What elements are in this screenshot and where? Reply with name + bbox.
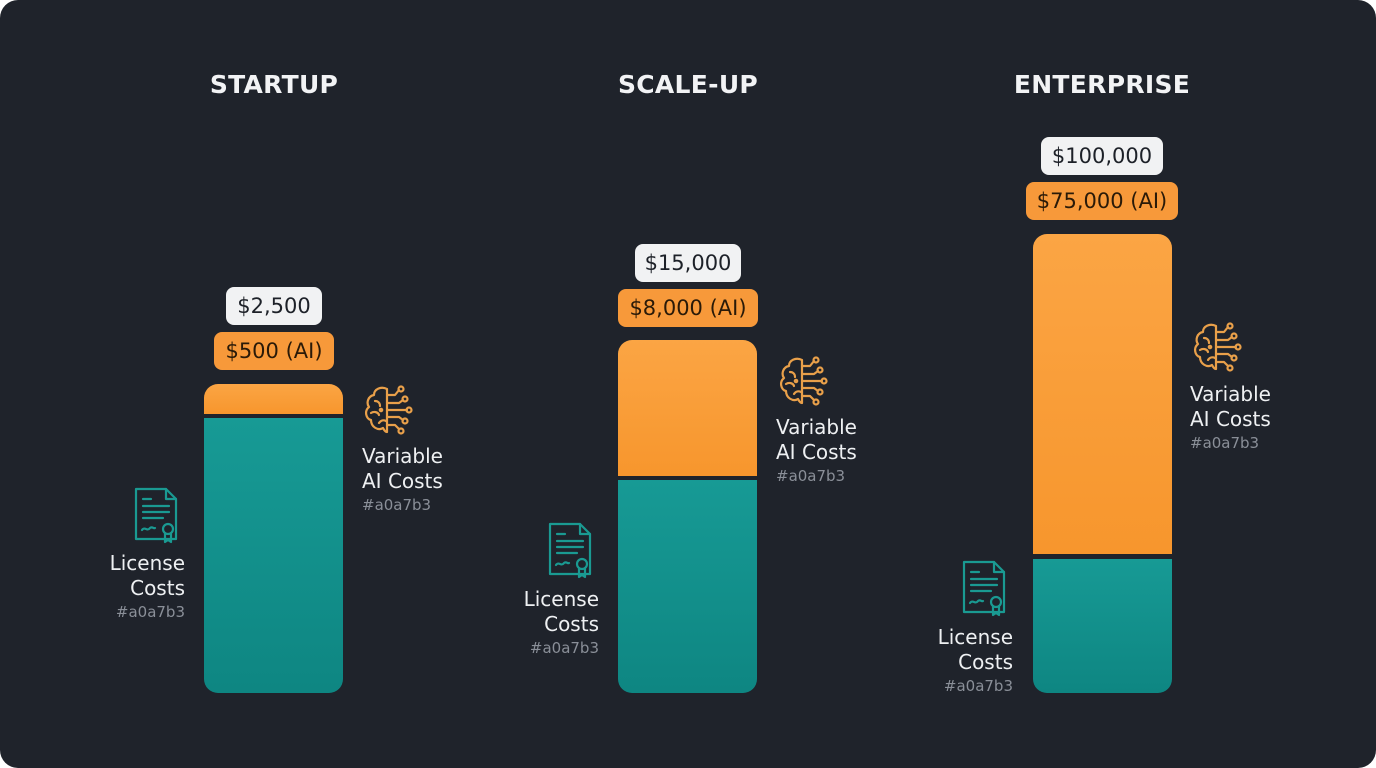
license-document-icon (132, 485, 182, 549)
ai-label-scale-up: $8,000 (AI) (618, 289, 758, 327)
bar-scale-up (618, 340, 757, 693)
bar-segment-ai (618, 340, 757, 476)
bar-segment-ai (204, 384, 343, 414)
legend-license-line2: Costs (544, 612, 599, 636)
brain-circuit-icon (361, 383, 415, 441)
legend-license-scale-up: License Costs #a0a7b3 (494, 587, 599, 659)
license-document-icon (960, 558, 1010, 622)
legend-ai-line1: Variable (362, 444, 443, 468)
brain-circuit-icon (1190, 320, 1244, 378)
legend-license-startup: License Costs #a0a7b3 (80, 551, 185, 623)
bar-segment-license (1033, 559, 1172, 693)
total-label-scale-up: $15,000 (635, 244, 741, 282)
bar-startup (204, 384, 343, 693)
legend-license-hex: #a0a7b3 (529, 639, 599, 657)
legend-ai-startup: Variable AI Costs #a0a7b3 (362, 444, 443, 516)
legend-license-hex: #a0a7b3 (943, 677, 1013, 695)
legend-license-enterprise: License Costs #a0a7b3 (908, 625, 1013, 697)
legend-ai-hex: #a0a7b3 (776, 467, 846, 485)
legend-license-line1: License (523, 587, 599, 611)
legend-ai-line1: Variable (776, 415, 857, 439)
legend-ai-line2: AI Costs (1190, 407, 1271, 431)
legend-ai-enterprise: Variable AI Costs #a0a7b3 (1190, 382, 1271, 454)
column-title-enterprise: ENTERPRISE (1013, 70, 1191, 99)
bar-enterprise (1033, 234, 1172, 693)
total-label-enterprise: $100,000 (1041, 137, 1163, 175)
legend-license-hex: #a0a7b3 (115, 603, 185, 621)
legend-ai-line2: AI Costs (776, 440, 857, 464)
ai-label-startup: $500 (AI) (214, 332, 334, 370)
legend-license-line2: Costs (130, 576, 185, 600)
legend-ai-line2: AI Costs (362, 469, 443, 493)
legend-ai-hex: #a0a7b3 (362, 496, 432, 514)
legend-ai-line1: Variable (1190, 382, 1271, 406)
legend-ai-scale-up: Variable AI Costs #a0a7b3 (776, 415, 857, 487)
legend-license-line1: License (109, 551, 185, 575)
bar-segment-ai (1033, 234, 1172, 554)
bar-segment-license (204, 418, 343, 693)
ai-label-enterprise: $75,000 (AI) (1026, 182, 1178, 220)
total-label-startup: $2,500 (226, 287, 322, 325)
legend-license-line2: Costs (958, 650, 1013, 674)
license-document-icon (546, 520, 596, 584)
legend-ai-hex: #a0a7b3 (1190, 434, 1260, 452)
legend-license-line1: License (937, 625, 1013, 649)
column-title-startup: STARTUP (209, 70, 339, 99)
column-title-scale-up: SCALE-UP (617, 70, 759, 99)
brain-circuit-icon (776, 354, 830, 412)
bar-segment-license (618, 480, 757, 693)
